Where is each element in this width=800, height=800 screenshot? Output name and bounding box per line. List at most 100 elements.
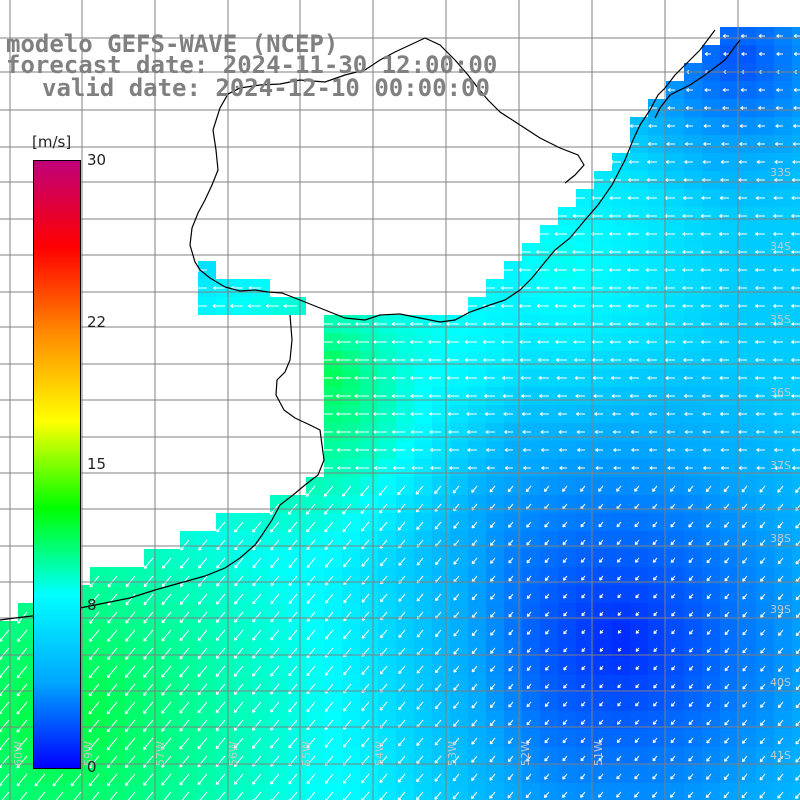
wind-arrow [471, 665, 478, 673]
wind-arrow [684, 448, 693, 452]
latitude-label: 35S [770, 313, 791, 326]
wind-arrow [577, 448, 585, 452]
wind-arrow [486, 448, 495, 452]
wind-arrow [667, 106, 675, 110]
wind-arrow [526, 575, 532, 582]
wind-arrow [723, 52, 729, 56]
wind-arrow [398, 557, 406, 566]
wind-arrow [467, 466, 477, 470]
wind-arrow [645, 232, 657, 236]
wind-arrow [612, 430, 621, 434]
wind-cell [630, 783, 648, 800]
wind-arrow [795, 774, 800, 781]
wind-arrow [88, 665, 100, 679]
wind-arrow [215, 683, 226, 696]
wind-arrow [627, 340, 639, 344]
wind-arrow [562, 791, 568, 798]
wind-arrow [687, 791, 694, 799]
wind-arrow [525, 791, 532, 799]
wind-arrow [739, 124, 747, 128]
wind-arrow [795, 630, 800, 637]
wind-cell [72, 783, 90, 800]
wind-arrow [317, 412, 333, 416]
wind-arrow [410, 430, 423, 434]
wind-arrow [106, 665, 118, 679]
wind-arrow [354, 376, 369, 380]
wind-cell [342, 783, 360, 800]
wind-arrow [719, 304, 729, 308]
wind-arrow [270, 629, 280, 641]
wind-arrow [755, 286, 765, 290]
longitude-label: 60W [12, 741, 25, 766]
wind-arrow [721, 124, 729, 128]
wind-arrow [410, 358, 423, 362]
wind-arrow [573, 196, 585, 200]
wind-arrow [688, 557, 694, 564]
wind-arrow [777, 575, 784, 583]
colorbar [33, 160, 81, 769]
wind-arrow [616, 485, 622, 492]
wind-arrow [521, 412, 531, 416]
wind-arrow [434, 791, 442, 800]
wind-arrow [580, 737, 586, 744]
wind-arrow [581, 701, 586, 707]
wind-arrow [161, 557, 172, 569]
wind-arrow [572, 268, 585, 272]
wind-arrow [724, 521, 730, 528]
wind-cell [414, 783, 432, 800]
wind-arrow [738, 160, 747, 164]
wind-arrow [723, 791, 730, 799]
longitude-label: 56W [227, 741, 240, 766]
wind-arrow [379, 521, 388, 532]
wind-arrow [759, 485, 766, 493]
wind-arrow [629, 376, 639, 380]
wind-arrow [537, 340, 549, 344]
wind-arrow [554, 304, 567, 308]
wind-arrow [645, 322, 657, 326]
wind-arrow [684, 412, 693, 416]
wind-arrow [233, 773, 244, 785]
wind-arrow [609, 232, 621, 236]
wind-arrow [795, 594, 800, 601]
wind-arrow [247, 304, 261, 308]
wind-arrow [317, 358, 333, 362]
wind-arrow [416, 773, 424, 783]
wind-arrow [759, 791, 766, 799]
wind-arrow [398, 701, 406, 711]
wind-arrow [197, 647, 208, 660]
wind-arrow [645, 286, 657, 290]
wind-arrow [598, 791, 604, 798]
wind-arrow [288, 575, 298, 587]
wind-arrow [361, 737, 370, 748]
wind-arrow [777, 665, 784, 672]
wind-arrow [428, 358, 441, 362]
wind-arrow [16, 701, 28, 715]
wind-arrow [629, 394, 639, 398]
wind-arrow [415, 485, 424, 495]
wind-arrow [213, 286, 225, 290]
wind-cell [792, 639, 800, 657]
wind-arrow [756, 448, 765, 452]
wind-arrow [107, 629, 118, 642]
wind-arrow [572, 214, 585, 218]
wind-arrow [252, 593, 262, 605]
wind-arrow [428, 394, 441, 398]
wind-arrow [720, 430, 729, 434]
wind-arrow [701, 376, 711, 380]
wind-arrow [611, 394, 621, 398]
wind-arrow [592, 358, 603, 362]
wind-arrow [562, 557, 568, 564]
wind-arrow [234, 593, 244, 605]
wind-arrow [703, 466, 711, 470]
wind-arrow [791, 394, 800, 398]
latitude-label: 33S [770, 166, 791, 179]
wind-arrow [702, 412, 711, 416]
wind-arrow [760, 629, 766, 636]
wind-arrow [721, 142, 729, 146]
wind-arrow [89, 575, 100, 588]
wind-arrow [0, 755, 10, 769]
colorbar-tick-label: 15 [87, 454, 107, 473]
wind-arrow [776, 34, 783, 38]
wind-arrow [197, 719, 208, 732]
wind-arrow [305, 485, 316, 498]
